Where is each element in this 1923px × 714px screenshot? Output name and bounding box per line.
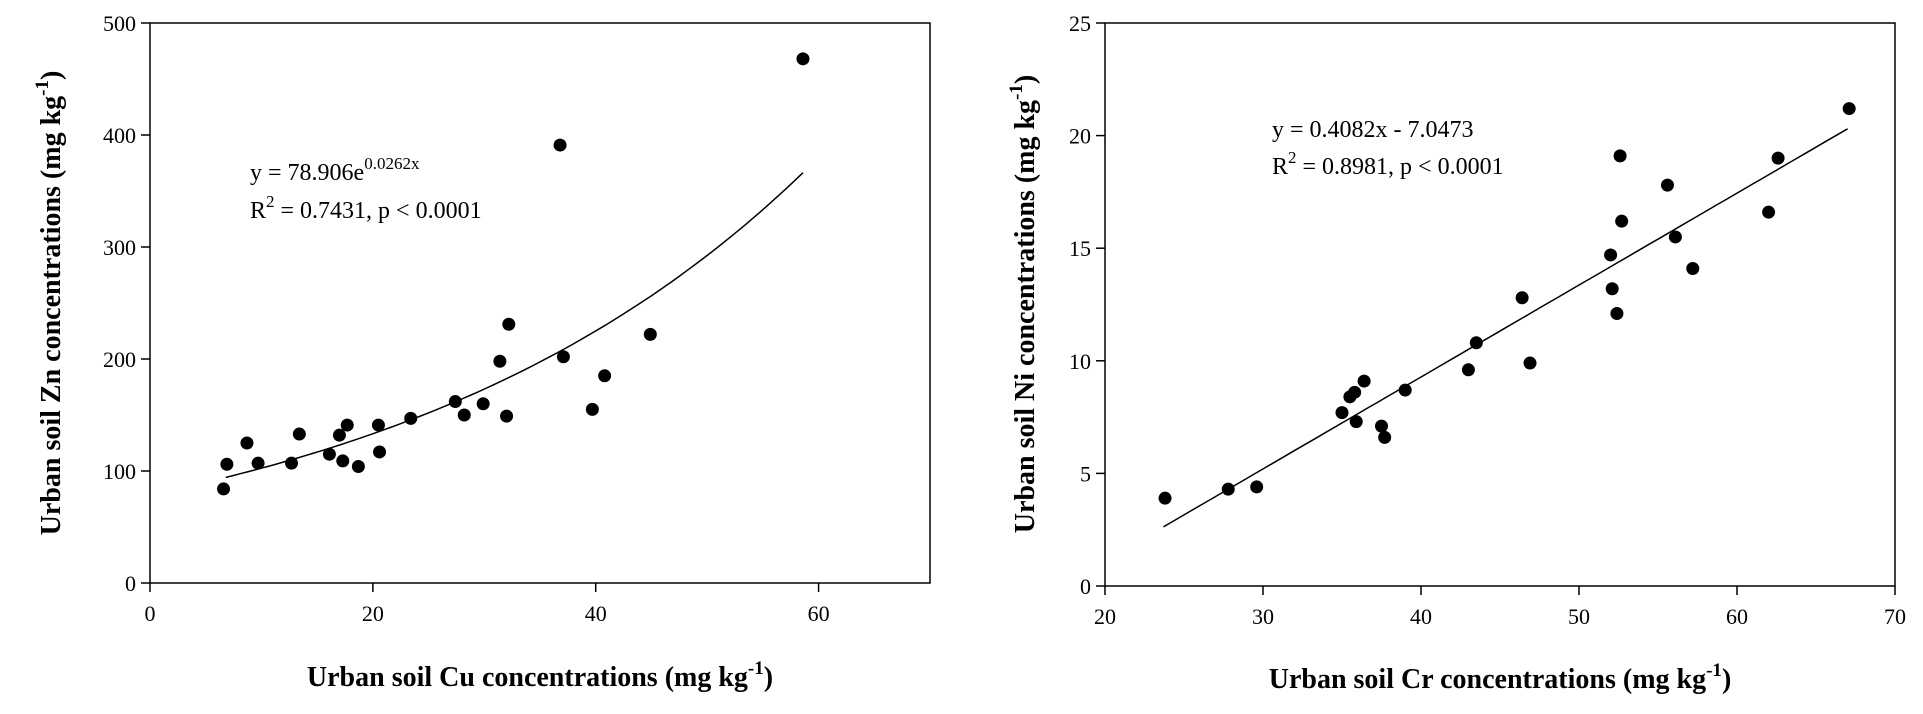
ticks: 20 30 40 50 60 70 0 5 10 15 20 25 [1069, 11, 1906, 629]
plot-frame [149, 22, 931, 584]
data-point [340, 418, 354, 432]
y-tick-label: 100 [103, 459, 136, 484]
data-point [220, 457, 234, 471]
equation-line-1: y = 78.906e0.0262x [250, 154, 420, 186]
x-tick-label: 70 [1884, 604, 1906, 629]
plot-frame [1104, 22, 1896, 587]
data-point [1375, 419, 1388, 433]
data-point [292, 427, 306, 441]
y-tick-label: 200 [103, 347, 136, 372]
data-point [1469, 336, 1483, 350]
data-point [1349, 415, 1363, 429]
data-point [457, 408, 471, 422]
x-tick-label: 20 [1094, 604, 1116, 629]
fit-line [1163, 128, 1848, 528]
data-point [217, 482, 231, 496]
data-point [251, 456, 265, 470]
ticks: 0 20 40 60 0 100 200 300 400 500 [103, 11, 830, 626]
data-point [404, 411, 418, 425]
fit-line-path [1163, 128, 1848, 528]
data-points [217, 52, 810, 496]
chart-cu-zn: 0 20 40 60 0 100 200 300 400 500 y = 78.906e0.026… [32, 11, 931, 693]
chart-cr-ni: 20 30 40 50 60 70 0 5 10 15 20 25 y = 0.4082x - 7.0… [1006, 11, 1906, 695]
data-point [1378, 430, 1392, 444]
data-point [322, 447, 336, 461]
data-point [500, 409, 514, 423]
y-tick-label: 500 [103, 11, 136, 36]
data-point [332, 428, 346, 442]
y-axis-title: Urban soil Zn concentrations (mg kg-1) [32, 71, 67, 536]
x-tick-label: 50 [1568, 604, 1590, 629]
data-point [585, 402, 599, 416]
data-point [1762, 205, 1776, 219]
data-point [1842, 102, 1856, 116]
equation-line-2: R2 = 0.7431, p < 0.0001 [250, 192, 482, 224]
y-tick-label: 10 [1069, 349, 1091, 374]
data-point [336, 454, 350, 468]
data-point [598, 369, 612, 383]
data-point [240, 436, 254, 450]
y-tick-label: 0 [125, 571, 136, 596]
data-point [1615, 214, 1629, 228]
data-point [1461, 363, 1475, 377]
data-point [643, 327, 657, 341]
y-axis-title: Urban soil Ni concentrations (mg kg-1) [1006, 75, 1041, 533]
x-tick-label: 40 [585, 601, 607, 626]
data-point [502, 317, 516, 331]
fit-line-path [225, 172, 804, 479]
x-tick-label: 30 [1252, 604, 1274, 629]
y-tick-label: 400 [103, 123, 136, 148]
data-point [1158, 491, 1172, 505]
data-point [1357, 374, 1371, 388]
data-point [796, 52, 810, 66]
y-tick-label: 5 [1080, 461, 1091, 486]
x-tick-label: 60 [808, 601, 830, 626]
y-tick-label: 300 [103, 235, 136, 260]
data-point [1613, 149, 1627, 163]
data-point [1221, 482, 1235, 496]
equation-line-1: y = 0.4082x - 7.0473 [1272, 117, 1474, 143]
data-point [1686, 261, 1700, 275]
x-tick-label: 0 [145, 601, 156, 626]
data-point [1348, 385, 1362, 399]
y-tick-label: 15 [1069, 236, 1091, 261]
data-point [1610, 307, 1624, 321]
data-point [556, 350, 570, 364]
data-points [1158, 102, 1856, 505]
data-point [1771, 151, 1785, 165]
x-tick-label: 40 [1410, 604, 1432, 629]
data-point [1668, 230, 1682, 244]
data-point [553, 138, 567, 152]
x-tick-label: 20 [362, 601, 384, 626]
data-point [476, 397, 490, 411]
data-point [371, 418, 385, 432]
fit-curve [225, 172, 804, 479]
data-point [1523, 356, 1537, 370]
data-point [448, 395, 462, 409]
data-point [1605, 282, 1619, 296]
y-tick-label: 0 [1080, 574, 1091, 599]
data-point [373, 445, 387, 459]
data-point [351, 460, 365, 474]
y-tick-label: 20 [1069, 124, 1091, 149]
data-point [1604, 248, 1618, 262]
data-point [1398, 383, 1412, 397]
x-axis-title: Urban soil Cr concentrations (mg kg-1) [1269, 660, 1732, 695]
data-point [1335, 406, 1349, 420]
x-axis-title: Urban soil Cu concentrations (mg kg-1) [307, 658, 773, 693]
y-tick-label: 25 [1069, 11, 1091, 36]
data-point [493, 354, 507, 368]
equation-line-2: R2 = 0.8981, p < 0.0001 [1272, 148, 1504, 180]
data-point [1250, 480, 1264, 494]
data-point [1515, 291, 1529, 305]
data-point [1660, 178, 1674, 192]
x-tick-label: 60 [1726, 604, 1748, 629]
data-point [285, 456, 299, 470]
